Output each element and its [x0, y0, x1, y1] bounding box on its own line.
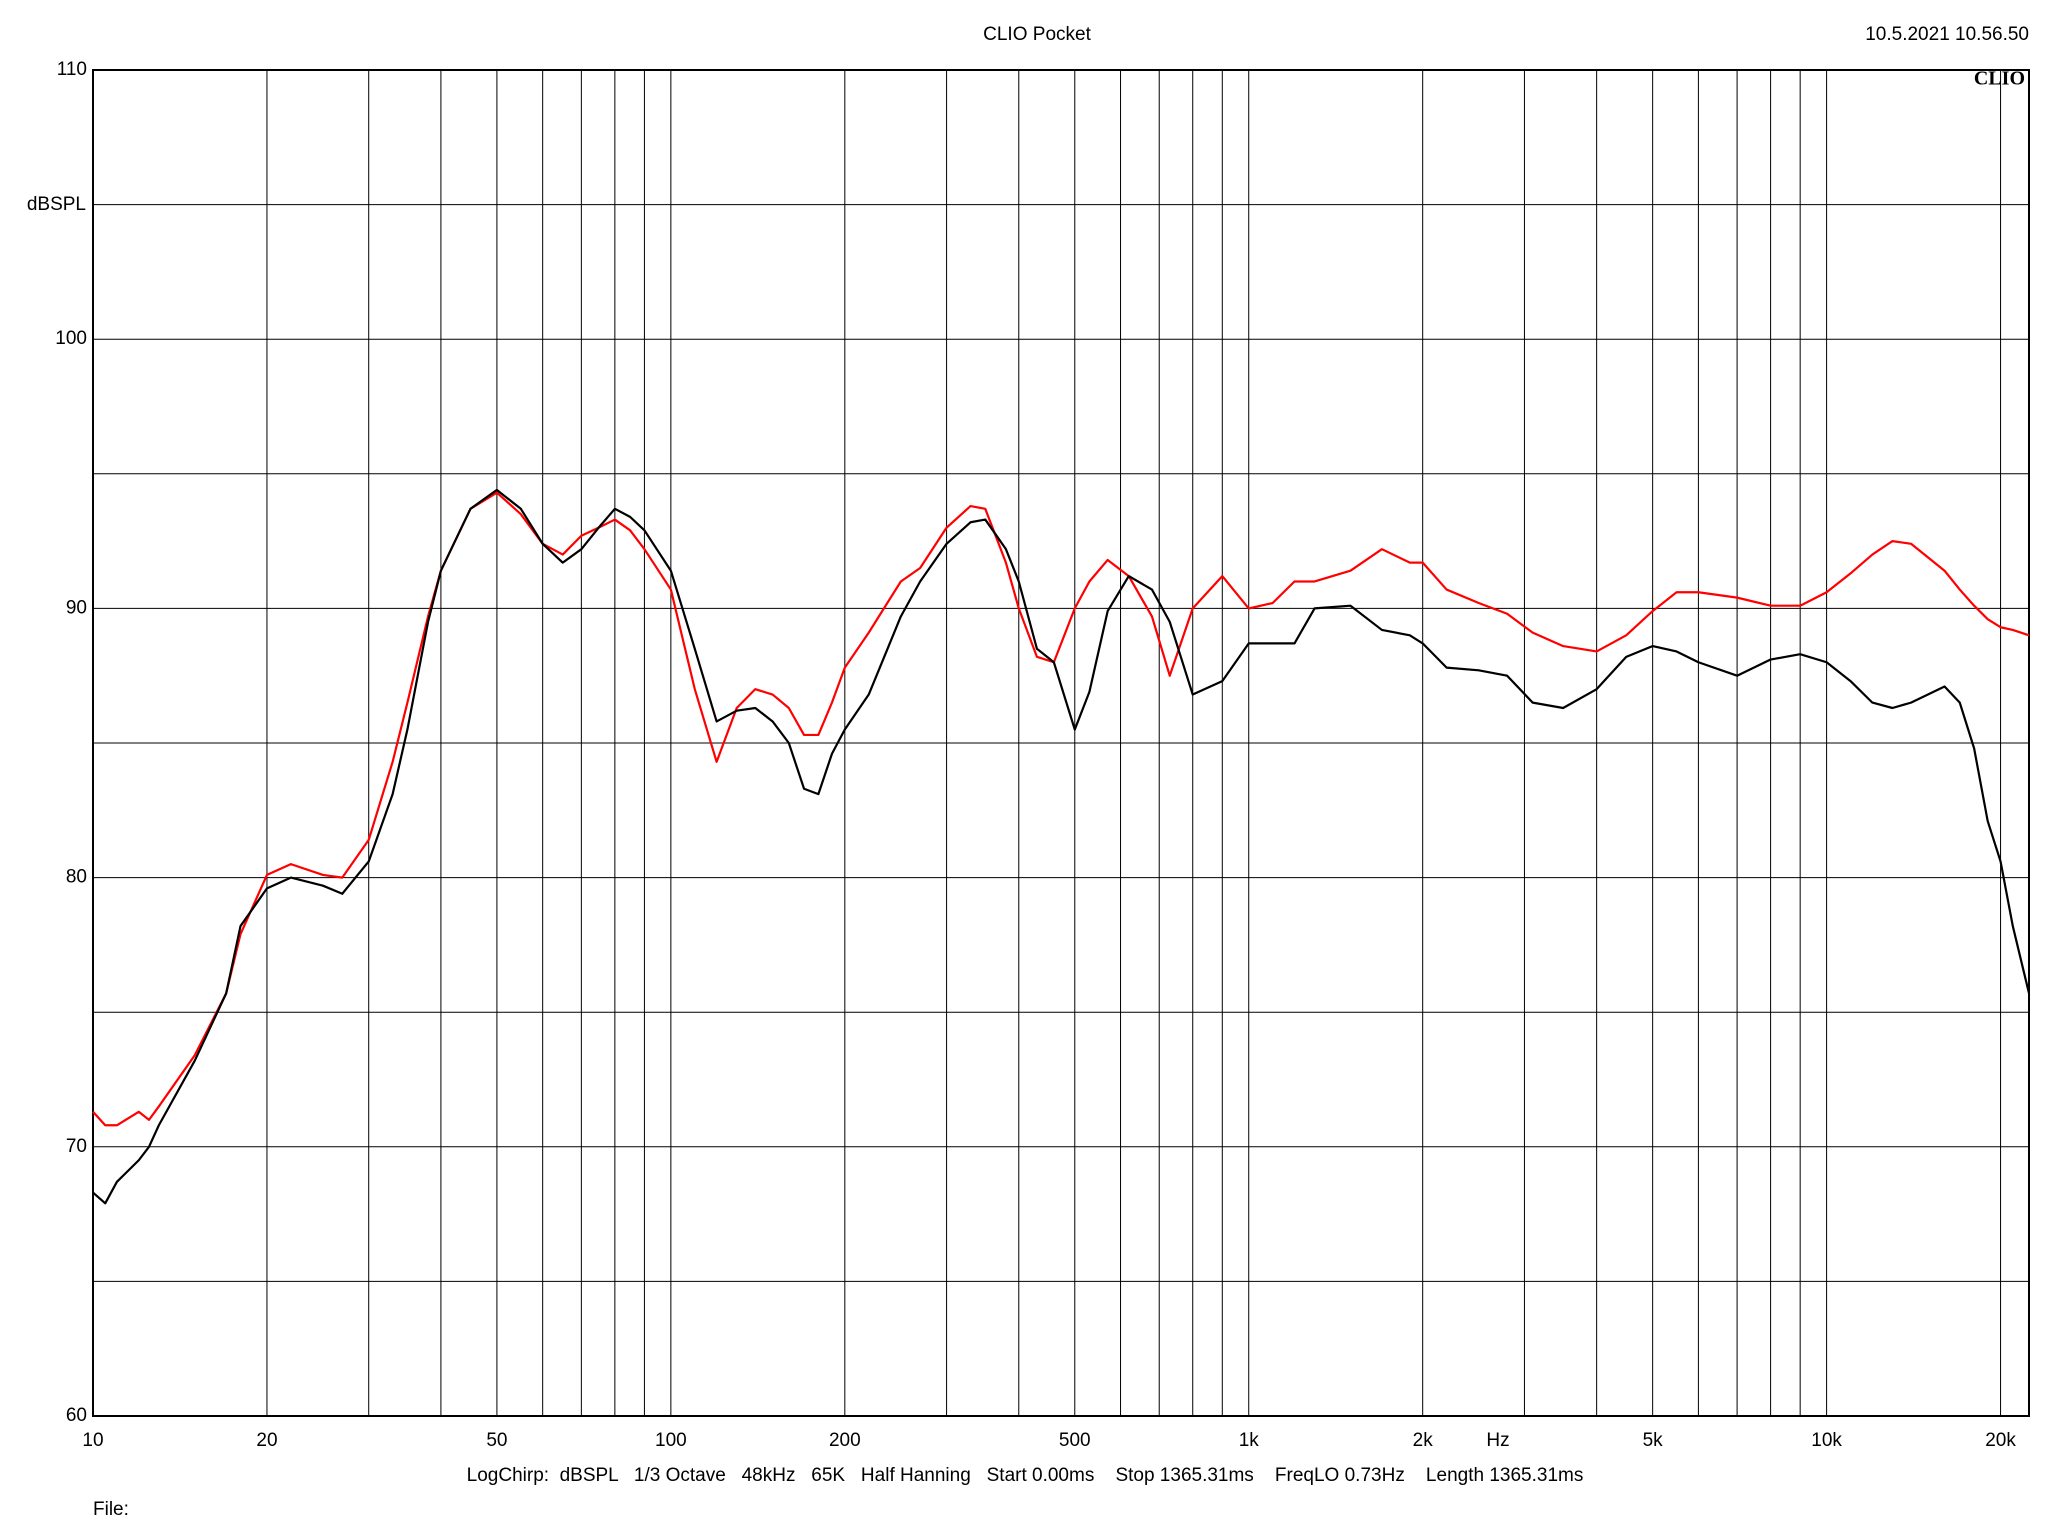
series-line [92, 488, 2031, 1205]
y-tick-label: 60 [66, 1405, 87, 1426]
plot-frame [92, 69, 2030, 1417]
y-tick-label: 70 [66, 1136, 87, 1157]
x-tick-label: 20 [256, 1430, 277, 1451]
x-tick-label: 2k [1413, 1430, 1434, 1451]
x-tick-label: 500 [1059, 1430, 1091, 1451]
y-tick-label: 80 [66, 867, 87, 888]
x-tick-label: 20k [1985, 1430, 2016, 1451]
chart-title: CLIO Pocket [983, 24, 1091, 45]
y-tick-label: 90 [66, 597, 87, 618]
y-axis-label: dBSPL [27, 194, 86, 215]
x-axis-label: Hz [1486, 1430, 1509, 1451]
y-tick-label: 100 [55, 328, 87, 349]
x-tick-label: 200 [829, 1430, 861, 1451]
x-tick-label: 1k [1239, 1430, 1260, 1451]
x-tick-label: 100 [655, 1430, 687, 1451]
series-line [92, 491, 2030, 1127]
x-tick-label: 50 [486, 1430, 507, 1451]
logo: CLIO [1974, 68, 2025, 90]
x-tick-label: 10k [1811, 1430, 1842, 1451]
x-tick-label: 10 [82, 1430, 103, 1451]
file-label: File: [93, 1499, 129, 1520]
y-tick-label: 110 [57, 59, 87, 80]
x-tick-label: 5k [1643, 1430, 1664, 1451]
footer: LogChirp: dBSPL 1/3 Octave 48kHz 65K Hal… [467, 1465, 1584, 1486]
timestamp: 10.5.2021 10.56.50 [1865, 24, 2029, 45]
